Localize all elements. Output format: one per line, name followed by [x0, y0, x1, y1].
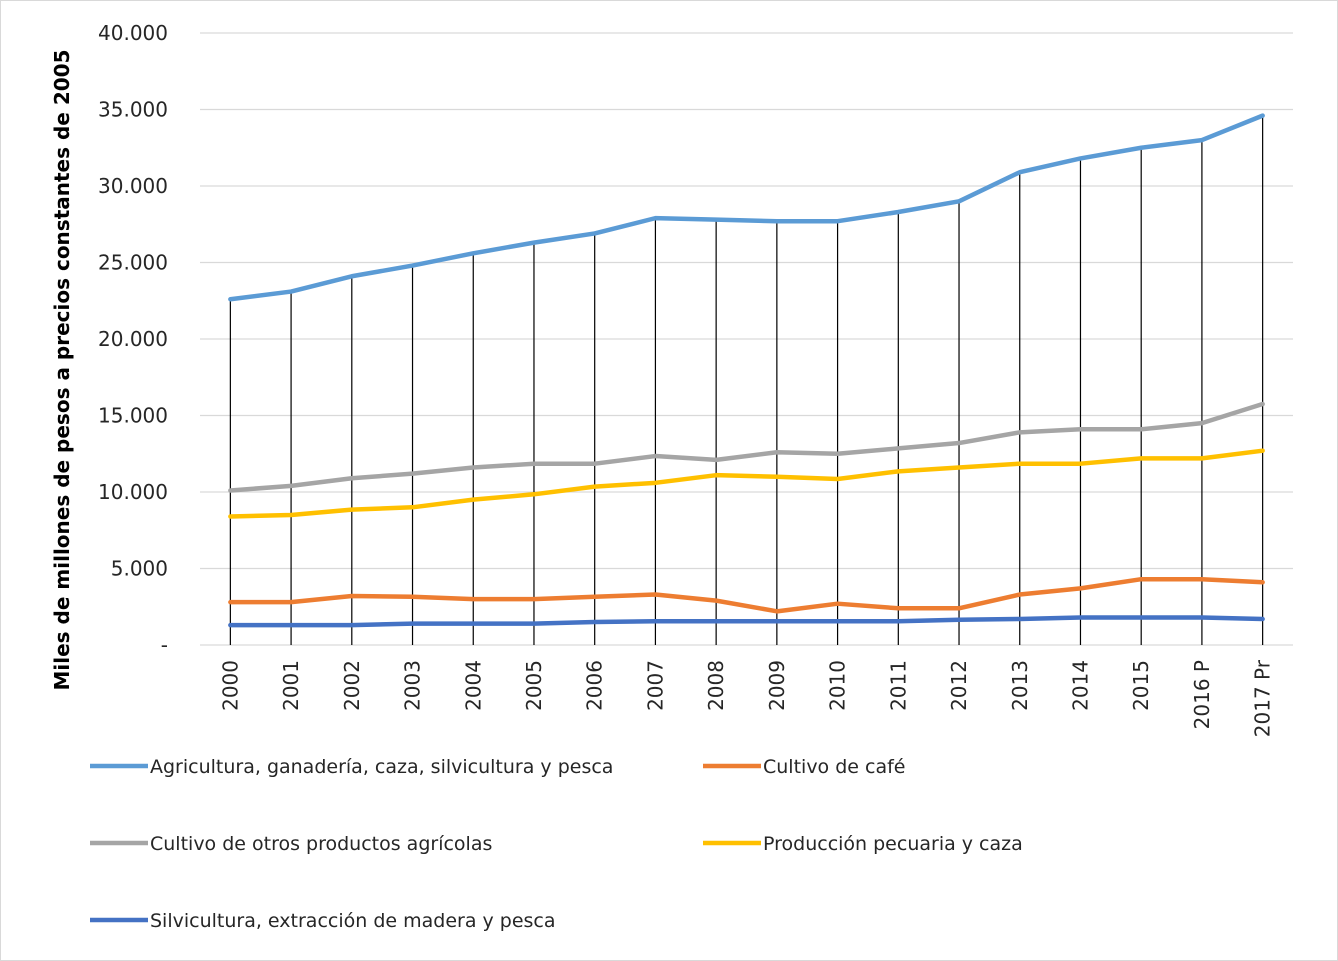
series-line-3: [228, 401, 1265, 493]
x-tick-label: 2013: [1008, 660, 1032, 711]
x-tick-label: 2004: [461, 660, 485, 711]
legend-label: Silvicultura, extracción de madera y pes…: [150, 910, 556, 932]
legend-label: Agricultura, ganadería, caza, silvicultu…: [150, 756, 613, 778]
y-tick-label: 35.000: [98, 98, 168, 122]
y-tick-label: 30.000: [98, 174, 168, 198]
x-tick-label: 2007: [643, 660, 667, 711]
series-line-2: [228, 576, 1265, 614]
series-line-5: [228, 615, 1265, 628]
y-tick-label: 25.000: [98, 251, 168, 275]
x-tick-label: 2014: [1068, 660, 1092, 711]
series-line-4: [228, 448, 1265, 519]
series-lines: [228, 113, 1265, 628]
legend-label: Cultivo de café: [763, 756, 905, 778]
y-tick-label: 40.000: [98, 21, 168, 45]
legend: Agricultura, ganadería, caza, silvicultu…: [90, 756, 1023, 932]
y-tick-label: 5.000: [111, 557, 168, 581]
y-tick-label: 10.000: [98, 480, 168, 504]
legend-label: Producción pecuaria y caza: [763, 833, 1023, 855]
legend-item: Cultivo de café: [703, 756, 905, 778]
y-tick-label: 20.000: [98, 327, 168, 351]
legend-label: Cultivo de otros productos agrícolas: [150, 833, 492, 855]
x-tick-label: 2017 Pr: [1251, 659, 1275, 737]
x-tick-label: 2010: [826, 660, 850, 711]
legend-item: Cultivo de otros productos agrícolas: [90, 833, 492, 855]
x-tick-label: 2016 P: [1190, 660, 1214, 729]
x-tick-label: 2005: [522, 660, 546, 711]
x-tick-label: 2015: [1129, 660, 1153, 711]
x-tick-label: 2008: [704, 660, 728, 711]
drop-lines: [229, 115, 1264, 645]
x-tick-label: 2002: [340, 660, 364, 711]
series-line-1: [228, 113, 1265, 302]
x-tick-label: 2000: [218, 660, 242, 711]
y-axis-label: Miles de millones de pesos a precios con…: [50, 50, 74, 691]
x-tick-label: 2009: [765, 660, 789, 711]
x-tick-label: 2012: [947, 660, 971, 711]
y-axis-tick-labels: - 5.000 10.000 15.000 20.000 25.000 30.000 35.0…: [98, 21, 168, 657]
y-tick-label: 15.000: [98, 404, 168, 428]
legend-item: Silvicultura, extracción de madera y pes…: [90, 910, 556, 932]
legend-item: Agricultura, ganadería, caza, silvicultu…: [90, 756, 613, 778]
x-tick-label: 2003: [401, 660, 425, 711]
y-tick-label: -: [161, 633, 168, 657]
x-tick-label: 2011: [886, 660, 910, 711]
x-tick-label: 2001: [279, 660, 303, 711]
x-axis-tick-labels: 2000 2001 2002 2003 2004 2005 2006 2007 2008 2009…: [218, 659, 1274, 737]
x-tick-label: 2006: [583, 660, 607, 711]
legend-item: Producción pecuaria y caza: [703, 833, 1023, 855]
gridlines: [200, 32, 1293, 646]
